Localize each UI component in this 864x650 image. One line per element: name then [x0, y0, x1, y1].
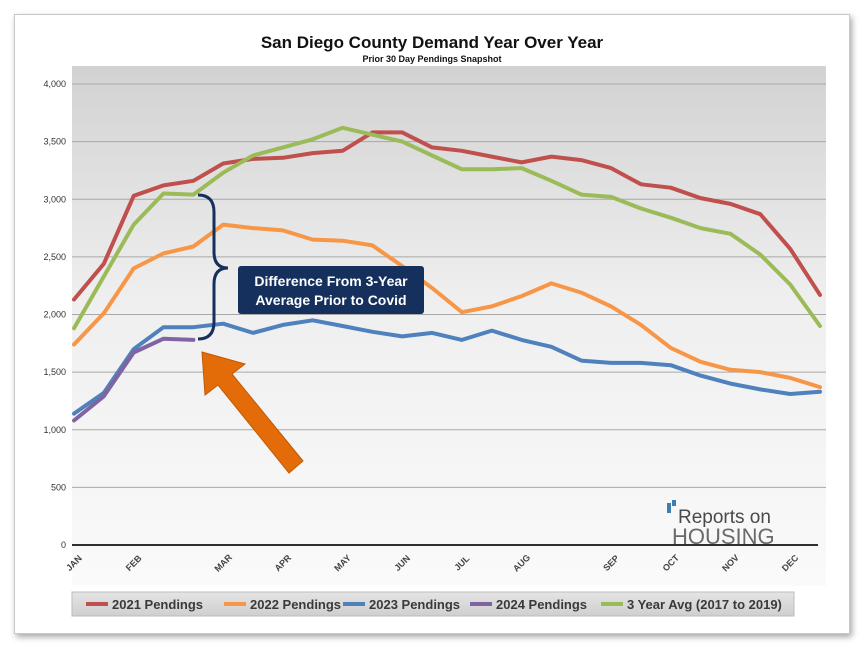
series-line-2021-pendings: [72, 130, 822, 302]
reports-on-housing-logo: Reports on HOUSING: [667, 500, 775, 549]
annotation-box: [238, 266, 424, 314]
y-tick-label: 500: [51, 482, 66, 492]
annotation-arrow: [201, 351, 304, 474]
series-line-3-year-avg-2017-to-2019-: [72, 125, 822, 331]
y-tick-label: 3,500: [43, 137, 66, 147]
annotation-text-line2: Average Prior to Covid: [255, 292, 406, 308]
annotation-brace: [197, 193, 229, 341]
logo-line1: Reports on: [678, 507, 771, 528]
chart-title: San Diego County Demand Year Over Year: [261, 33, 604, 52]
chart-subtitle: Prior 30 Day Pendings Snapshot: [362, 54, 501, 64]
y-tick-label: 2,000: [43, 310, 66, 320]
series-line-2024-pendings: [72, 336, 196, 423]
annotation-text-line1: Difference From 3-Year: [254, 273, 408, 289]
legend-label: 2024 Pendings: [496, 597, 587, 612]
y-tick-label: 1,000: [43, 425, 66, 435]
legend-label: 2022 Pendings: [250, 597, 341, 612]
series-line-2022-pendings: [72, 222, 822, 390]
logo-line2: HOUSING: [672, 524, 775, 549]
legend-label: 3 Year Avg (2017 to 2019): [627, 597, 782, 612]
y-axis-ticks: 0 500 1,000 1,500 2,000 2,500 3,000 3,500 4,000: [43, 79, 66, 550]
legend: 2021 Pendings 2022 Pendings 2023 Pendings 2…: [86, 597, 782, 612]
y-tick-label: 3,000: [43, 194, 66, 204]
y-tick-label: 0: [61, 540, 66, 550]
y-tick-label: 1,500: [43, 367, 66, 377]
y-tick-label: 4,000: [43, 79, 66, 89]
legend-label: 2021 Pendings: [112, 597, 203, 612]
series-line-2023-pendings: [72, 318, 822, 416]
legend-box: [71, 591, 795, 617]
y-tick-label: 2,500: [43, 252, 66, 262]
series-lines: [72, 125, 822, 423]
legend-label: 2023 Pendings: [369, 597, 460, 612]
